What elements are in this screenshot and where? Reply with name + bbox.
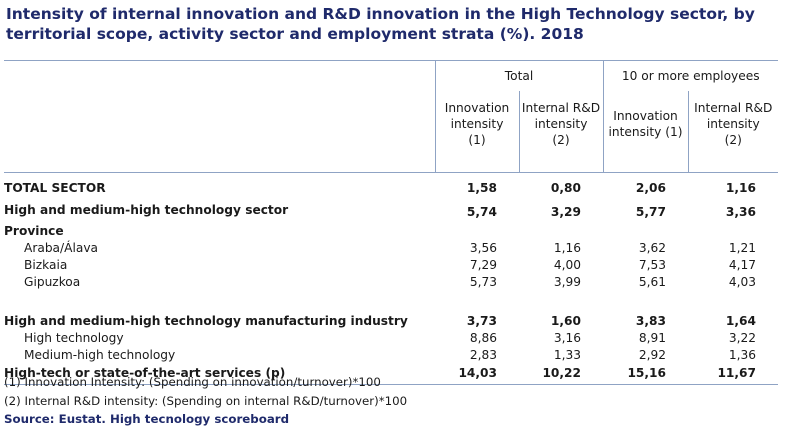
header-rd-10plus: Internal R&D intensity (2) (687, 91, 778, 173)
cell-value: 15,16 (603, 363, 688, 385)
cell-value: 1,64 (725, 313, 756, 328)
spacer-row (4, 291, 778, 313)
header-10plus: 10 or more employees (602, 60, 778, 91)
table-row: High and medium-high technology sector 5… (4, 199, 778, 223)
row-label: Gipuzkoa (24, 274, 81, 289)
cell-value: 3,22 (728, 330, 756, 345)
header-innovation-total: Innovation intensity (1) (434, 91, 519, 173)
table-row: TOTAL SECTOR 1,58 0,80 2,06 1,16 (4, 173, 778, 199)
cell-value: 8,91 (638, 330, 666, 345)
cell-value: 3,83 (635, 313, 666, 328)
cell-value: 5,77 (635, 205, 666, 219)
cell-value: 3,73 (466, 313, 497, 328)
cell-value: 2,06 (635, 181, 666, 196)
cell-empty (603, 223, 688, 240)
cell-value: 5,74 (466, 205, 497, 219)
table-row: Gipuzkoa 5,73 3,99 5,61 4,03 (4, 274, 778, 291)
cell-value: 14,03 (435, 363, 519, 385)
header-text: Innovation (613, 109, 678, 123)
cell-value: 10,22 (519, 363, 603, 385)
table-row: Medium-high technology 2,83 1,33 2,92 1,… (4, 347, 778, 364)
cell-value: 3,62 (638, 240, 666, 255)
cell-value: 0,80 (550, 181, 581, 196)
row-label: High and medium-high technology manufact… (4, 313, 408, 328)
cell-value: 11,67 (688, 363, 778, 385)
table-row: Bizkaia 7,29 4,00 7,53 4,17 (4, 257, 778, 274)
header-text: (2) (724, 133, 742, 147)
row-label: TOTAL SECTOR (4, 181, 106, 196)
table-row: Araba/Álava 3,56 1,16 3,62 1,21 (4, 240, 778, 257)
row-label: High and medium-high technology sector (4, 203, 289, 217)
cell-value: 4,00 (553, 257, 581, 272)
header-column-row: Innovation intensity (1) Internal R&D in… (4, 91, 778, 173)
header-text: Internal R&D (521, 101, 601, 115)
cell-value: 3,99 (553, 274, 581, 289)
header-innovation-10plus: Innovation intensity (1) (602, 91, 688, 173)
header-total: Total (434, 60, 603, 91)
row-label: Province (4, 223, 64, 238)
cell-value: 3,36 (725, 205, 756, 219)
cell-value: 1,36 (728, 347, 756, 362)
row-label: Araba/Álava (24, 240, 98, 255)
header-text: (2) (552, 133, 570, 147)
header-text: intensity (706, 117, 760, 131)
header-rd-total: Internal R&D intensity (2) (518, 91, 603, 173)
spacer-cell (4, 291, 778, 313)
cell-empty (519, 223, 603, 240)
cell-value: 1,60 (550, 313, 581, 328)
cell-value: 1,58 (466, 181, 497, 196)
source-note: Source: Eustat. High tecnology scoreboar… (4, 412, 290, 426)
row-label: High-tech or state-of-the-art services (… (4, 363, 435, 385)
cell-value: 1,33 (553, 347, 581, 362)
cell-value: 3,29 (550, 205, 581, 219)
cell-value: 1,16 (725, 181, 756, 196)
footnote-1: (1) Innovation Intensity: (Spending on i… (4, 375, 381, 389)
cell-value: 7,29 (469, 257, 497, 272)
header-label-cell (4, 91, 435, 173)
page-title: Intensity of internal innovation and R&D… (6, 5, 755, 43)
cell-value: 4,17 (728, 257, 756, 272)
table-row: High and medium-high technology manufact… (4, 313, 778, 330)
cell-empty (688, 223, 778, 240)
cell-value: 4,03 (728, 274, 756, 289)
footnotes: (1) Innovation Intensity: (Spending on i… (4, 373, 407, 429)
cell-value: 1,21 (728, 240, 756, 255)
cell-value: 3,56 (469, 240, 497, 255)
header-text: (1) (468, 133, 486, 147)
header-empty-cell (4, 60, 435, 91)
row-label: Bizkaia (24, 257, 68, 272)
cell-value: 8,86 (469, 330, 497, 345)
row-label: High technology (24, 330, 124, 345)
header-text: Internal R&D (694, 101, 773, 115)
cell-value: 2,92 (638, 347, 666, 362)
cell-value: 7,53 (638, 257, 666, 272)
table-row: Province (4, 223, 778, 240)
header-text: intensity (450, 117, 504, 131)
table-row: High-tech or state-of-the-art services (… (4, 363, 778, 385)
cell-value: 5,61 (638, 274, 666, 289)
cell-value: 5,73 (469, 274, 497, 289)
table-row: High technology 8,86 3,16 8,91 3,22 (4, 330, 778, 347)
cell-value: 3,16 (553, 330, 581, 345)
footnote-2: (2) Internal R&D intensity: (Spending on… (4, 393, 408, 408)
header-text: intensity (1) (608, 125, 683, 139)
header-text: intensity (534, 117, 588, 131)
cell-value: 1,16 (553, 240, 581, 255)
cell-empty (435, 223, 519, 240)
data-table: Total 10 or more employees Innovation in… (4, 60, 778, 385)
header-group-row: Total 10 or more employees (4, 60, 778, 91)
header-text: Innovation (444, 101, 510, 115)
row-label: Medium-high technology (24, 347, 176, 362)
cell-value: 2,83 (469, 347, 497, 362)
